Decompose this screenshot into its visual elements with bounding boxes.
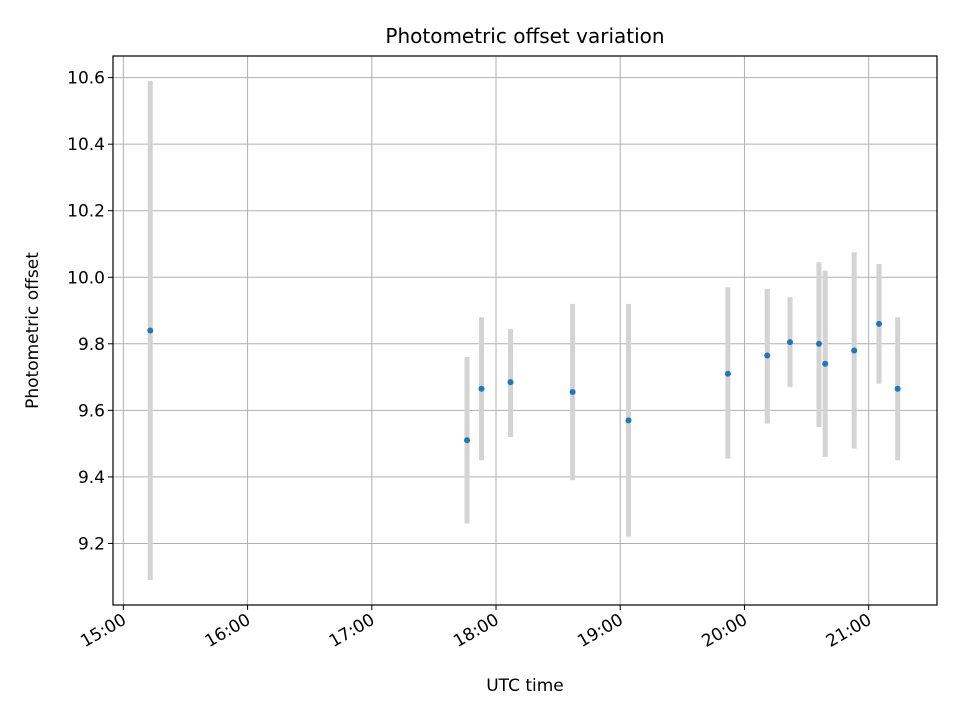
- chart-title: Photometric offset variation: [385, 24, 664, 48]
- plot-frame: [112, 55, 938, 606]
- y-tick-label: 9.2: [78, 534, 105, 554]
- data-point: [787, 339, 794, 346]
- grid: [113, 56, 937, 605]
- data-point: [894, 385, 901, 392]
- y-tick-label: 10.6: [67, 69, 105, 89]
- y-tick-label: 9.4: [78, 468, 105, 488]
- y-tick-label: 10.0: [67, 268, 105, 288]
- data-point: [822, 360, 829, 367]
- y-tick-label: 9.6: [78, 401, 105, 421]
- data-point: [464, 437, 471, 444]
- y-tick-label: 10.4: [67, 135, 105, 155]
- data-point: [851, 347, 858, 354]
- data-point: [478, 385, 485, 392]
- data-point: [147, 327, 154, 334]
- data-layer: [147, 80, 901, 581]
- data-point: [876, 320, 883, 327]
- data-point: [815, 340, 822, 347]
- y-axis-label: Photometric offset: [23, 252, 43, 409]
- data-point: [625, 417, 632, 424]
- y-tick-label: 9.8: [78, 335, 105, 355]
- data-point: [724, 370, 731, 377]
- y-tick-label: 10.2: [67, 202, 105, 222]
- data-point: [569, 389, 576, 396]
- data-point: [507, 379, 514, 386]
- x-axis-label: UTC time: [486, 676, 564, 696]
- data-point: [764, 352, 771, 359]
